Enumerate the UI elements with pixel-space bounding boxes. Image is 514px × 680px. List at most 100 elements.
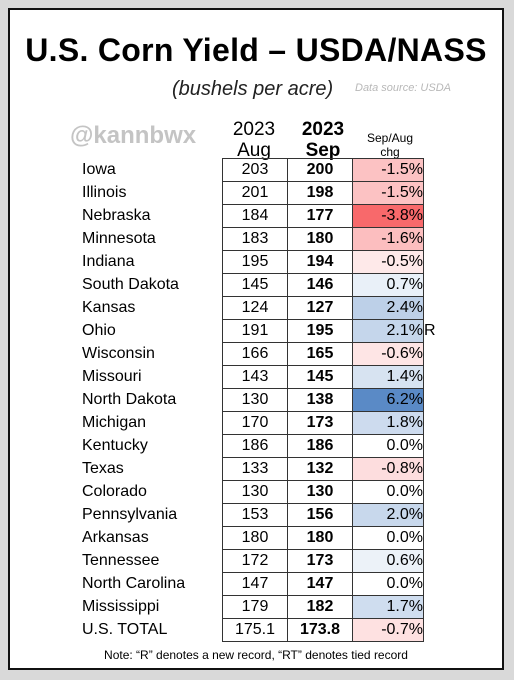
aug-yield-value: 184: [222, 204, 288, 228]
chart-card: U.S. Corn Yield – USDA/NASS (bushels per…: [8, 8, 504, 670]
sep-yield-value: 182: [287, 595, 353, 619]
change-value: -0.6%: [352, 342, 424, 366]
record-mark: [424, 182, 443, 205]
header-aug: 2023 Aug: [222, 119, 286, 161]
record-mark: [424, 619, 443, 642]
sep-yield-value: 180: [287, 526, 353, 550]
table-row: Ohio 191 195 2.1% R: [82, 319, 442, 343]
sep-yield-value: 145: [287, 365, 353, 389]
state-name: Indiana: [82, 253, 135, 270]
table-row: Illinois 201 198 -1.5%: [82, 181, 443, 205]
header-aug-month: Aug: [237, 140, 271, 161]
change-value: 0.0%: [352, 480, 424, 504]
sep-yield-value: 173.8: [287, 618, 353, 642]
state-name: North Carolina: [82, 575, 186, 592]
state-name: Pennsylvania: [82, 506, 178, 523]
state-name: Kansas: [82, 299, 136, 316]
table-row: Missouri 143 145 1.4%: [82, 365, 443, 389]
sep-yield-value: 198: [287, 181, 353, 205]
change-value: 2.0%: [352, 503, 424, 527]
table-row: Indiana 195 194 -0.5%: [82, 250, 443, 274]
table-row: Tennessee 172 173 0.6%: [82, 549, 443, 573]
sep-yield-value: 127: [287, 296, 353, 320]
record-mark: [424, 159, 443, 182]
aug-yield-value: 186: [222, 434, 288, 458]
table-row: Pennsylvania 153 156 2.0%: [82, 503, 442, 527]
record-mark: [424, 435, 443, 458]
change-value: -1.5%: [352, 158, 424, 182]
table-row: Colorado 130 130 0.0%: [82, 480, 442, 504]
state-name: Wisconsin: [82, 345, 155, 362]
change-value: -0.8%: [352, 457, 424, 481]
aug-yield-value: 175.1: [222, 618, 288, 642]
aug-yield-value: 145: [222, 273, 288, 297]
table-row: Mississippi 179 182 1.7%: [82, 595, 443, 619]
header-sep-year: 2023: [301, 119, 345, 140]
footnote: Note: “R” denotes a new record, “RT” den…: [104, 648, 408, 662]
aug-yield-value: 143: [222, 365, 288, 389]
record-mark: [424, 412, 443, 435]
record-mark: [424, 205, 443, 228]
state-name: Colorado: [82, 483, 147, 500]
aug-yield-value: 170: [222, 411, 288, 435]
sep-yield-value: 146: [287, 273, 353, 297]
table-row: North Dakota 130 138 6.2%: [82, 388, 442, 412]
state-name: Tennessee: [82, 552, 160, 569]
record-mark: [424, 228, 443, 251]
record-mark: [424, 527, 443, 550]
header-change: Sep/Aug chg: [351, 131, 429, 159]
table-row: Kansas 124 127 2.4%: [82, 296, 442, 320]
aug-yield-value: 201: [222, 181, 288, 205]
sep-yield-value: 156: [287, 503, 353, 527]
header-sep-month: Sep: [305, 140, 341, 161]
change-value: 0.0%: [352, 434, 424, 458]
aug-yield-value: 133: [222, 457, 288, 481]
record-mark: [424, 251, 443, 274]
change-value: -0.5%: [352, 250, 424, 274]
header-sep: 2023 Sep: [291, 119, 355, 161]
sep-yield-value: 194: [287, 250, 353, 274]
aug-yield-value: 130: [222, 388, 288, 412]
state-name: Texas: [82, 460, 124, 477]
record-mark: [424, 366, 443, 389]
aug-yield-value: 153: [222, 503, 288, 527]
aug-yield-value: 195: [222, 250, 288, 274]
change-value: -0.7%: [352, 618, 424, 642]
change-value: 1.4%: [352, 365, 424, 389]
change-value: -1.5%: [352, 181, 424, 205]
sep-yield-value: 165: [287, 342, 353, 366]
record-mark: [424, 596, 443, 619]
sep-yield-value: 130: [287, 480, 353, 504]
aug-yield-value: 191: [222, 319, 288, 343]
header-change-line2: chg: [380, 145, 400, 159]
state-name: Mississippi: [82, 598, 160, 615]
sep-yield-value: 195: [287, 319, 353, 343]
sep-yield-value: 173: [287, 411, 353, 435]
change-value: 1.8%: [352, 411, 424, 435]
sep-yield-value: 138: [287, 388, 353, 412]
change-value: -3.8%: [352, 204, 424, 228]
table-row: South Dakota 145 146 0.7%: [82, 273, 443, 297]
sep-yield-value: 173: [287, 549, 353, 573]
state-name: Minnesota: [82, 230, 156, 247]
state-name: North Dakota: [82, 391, 177, 408]
change-value: 1.7%: [352, 595, 424, 619]
state-name: Kentucky: [82, 437, 148, 454]
aug-yield-value: 166: [222, 342, 288, 366]
table-row: Arkansas 180 180 0.0%: [82, 526, 443, 550]
yield-table-body: Iowa 203 200 -1.5% Illinois 201 198 -1.5% Nebras…: [82, 158, 443, 642]
state-name: South Dakota: [82, 276, 179, 293]
record-mark: [424, 550, 443, 573]
sep-yield-value: 180: [287, 227, 353, 251]
table-row: Texas 133 132 -0.8%: [82, 457, 443, 481]
record-mark: [424, 458, 443, 481]
chart-subtitle: (bushels per acre): [172, 78, 334, 100]
state-name: Iowa: [82, 161, 116, 178]
aug-yield-value: 179: [222, 595, 288, 619]
change-value: 2.4%: [352, 296, 424, 320]
sep-yield-value: 200: [287, 158, 353, 182]
change-value: 6.2%: [352, 388, 424, 412]
table-row: Minnesota 183 180 -1.6%: [82, 227, 443, 251]
data-source-label: Data source: USDA: [355, 82, 451, 94]
record-mark: [424, 274, 443, 297]
